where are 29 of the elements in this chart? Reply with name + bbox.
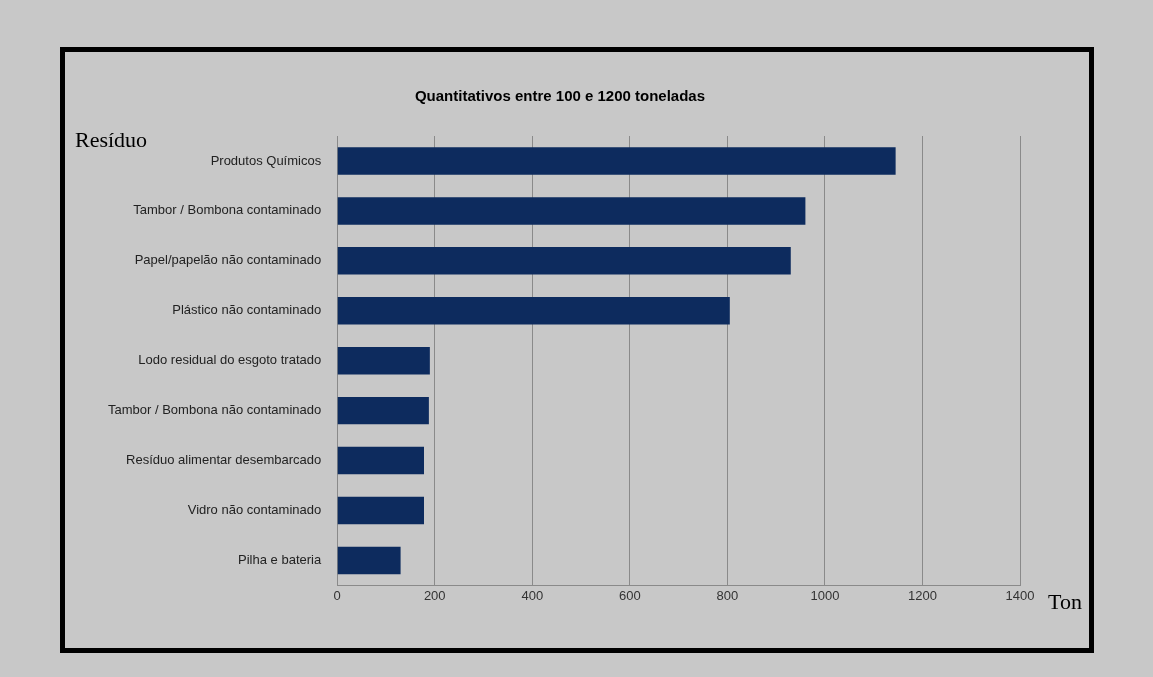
y-tick-label: Vidro não contaminado <box>187 502 322 518</box>
x-tick-label: 600 <box>618 587 641 603</box>
y-tick-label: Papel/papelão não contaminado <box>134 252 322 268</box>
y-tick-label: Lodo residual do esgoto tratado <box>138 352 322 368</box>
bar <box>337 297 730 325</box>
y-tick-label: Resíduo alimentar desembarcado <box>126 452 322 468</box>
bar <box>337 247 791 275</box>
x-tick-label: 1400 <box>1005 587 1035 603</box>
bar <box>337 396 429 425</box>
y-tick-label: Tambor / Bombona contaminado <box>133 202 322 218</box>
y-tick-label: Produtos Químicos <box>210 152 322 168</box>
y-tick-label: Tambor / Bombona não contaminado <box>108 402 322 418</box>
bar <box>337 496 424 525</box>
x-axis-title: Ton <box>1048 589 1082 615</box>
y-tick-label: Plástico não contaminado <box>172 302 322 318</box>
y-tick-label: Pilha e bateria <box>238 552 322 568</box>
x-tick-label: 0 <box>333 587 341 603</box>
x-tick-label: 1200 <box>907 587 937 603</box>
x-tick-label: 200 <box>423 587 446 603</box>
x-tick-label: 800 <box>716 587 739 603</box>
bar <box>337 197 806 225</box>
bar <box>337 446 424 475</box>
bar <box>337 346 430 375</box>
x-tick-label: 1000 <box>810 587 840 603</box>
chart-title: Quantitativos entre 100 e 1200 toneladas <box>414 87 706 105</box>
y-axis-title: Resíduo <box>75 127 148 152</box>
bar <box>337 147 896 175</box>
bar <box>337 546 401 575</box>
x-tick-label: 400 <box>521 587 544 603</box>
